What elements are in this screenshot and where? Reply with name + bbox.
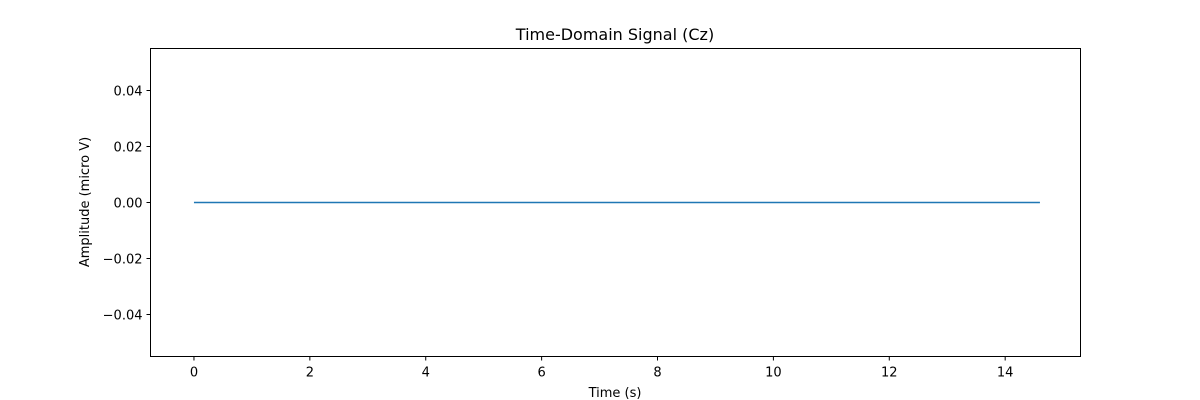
x-tick-label: 8 [653,366,661,381]
y-tick-label: 0.00 [114,197,143,212]
x-axis: 0 2 4 6 8 10 12 14 [190,356,1014,381]
x-tick-label: 12 [881,366,898,381]
y-tick-label: −0.02 [103,253,143,268]
x-tick-label: 0 [190,366,198,381]
x-tick-label: 2 [306,366,314,381]
x-tick-label: 4 [422,366,430,381]
x-tick-label: 6 [537,366,545,381]
y-axis-label: Amplitude (micro V) [78,137,93,267]
x-axis-label: Time (s) [588,386,642,400]
y-tick-label: −0.04 [103,309,143,324]
y-tick-label: 0.04 [114,85,143,100]
chart-title: Time-Domain Signal (Cz) [515,25,714,44]
y-tick-label: 0.02 [114,141,143,156]
y-axis: −0.04 −0.02 0.00 0.02 0.04 [103,85,151,324]
x-tick-label: 10 [765,366,782,381]
plot-area [150,48,1081,357]
x-tick-label: 14 [997,366,1014,381]
